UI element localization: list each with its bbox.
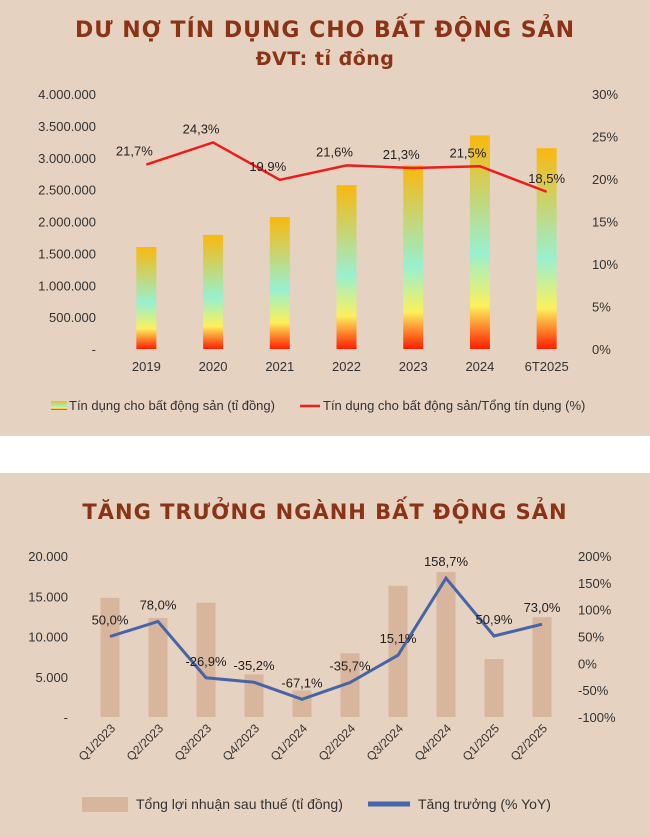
bar [292,690,312,717]
bar [203,234,224,349]
bar [100,597,120,717]
y2-tick-label: -100% [578,710,616,725]
legend-swatch-bar [82,797,128,812]
bar [336,185,357,349]
y-tick-label: 1.000.000 [38,278,96,293]
x-tick-label: 2020 [199,359,228,374]
y2-tick-label: 0% [592,342,611,357]
data-label: 21,7% [116,144,153,159]
x-tick-label: 2019 [132,359,161,374]
data-label: 158,7% [424,554,469,569]
legend-label: Tăng trưởng (% YoY) [418,796,551,812]
y-tick-label: 15.000 [28,589,68,604]
y-tick-label: 5.000 [35,670,68,685]
ratio-line [145,141,548,193]
y2-tick-label: 0% [578,656,597,671]
data-label: 78,0% [140,597,177,612]
y2-tick-label: 20% [592,172,618,187]
legend-label: Tổng lợi nhuận sau thuế (tỉ đồng) [136,796,343,812]
x-tick-label: Q3/2023 [172,721,215,764]
chart-1-title: DƯ NỢ TÍN DỤNG CHO BẤT ĐỘNG SẢN [74,18,576,43]
data-label: -26,9% [185,654,227,669]
data-label: -35,7% [329,658,371,673]
x-tick-label: Q2/2025 [508,721,551,764]
growth-chart-panel: TĂNG TRƯỞNG NGÀNH BẤT ĐỘNG SẢN 20.000 15.… [0,473,650,837]
y2-tick-label: 30% [592,87,618,102]
data-label: 21,5% [449,145,486,160]
data-label: 19,9% [249,159,286,174]
y-tick-label: 20.000 [28,549,68,564]
x-tick-label: 2022 [332,359,361,374]
y2-tick-label: 10% [592,257,618,272]
y2-tick-label: 150% [578,576,612,591]
y-tick-label: 500.000 [49,310,96,325]
x-tick-label: Q1/2023 [76,721,119,764]
x-tick-label: Q3/2024 [364,721,407,764]
y-tick-label: 10.000 [28,630,68,645]
y2-tick-label: -50% [578,683,609,698]
y-tick-label: 4.000.000 [38,87,96,102]
chart-1-subtitle: ĐVT: tỉ đồng [255,48,395,70]
data-label: -67,1% [281,675,323,690]
y-tick-label: 2.000.000 [38,215,96,230]
x-tick-label: Q4/2024 [412,721,455,764]
credit-chart-panel: DƯ NỢ TÍN DỤNG CHO BẤT ĐỘNG SẢN ĐVT: tỉ … [0,0,650,436]
y2-tick-label: 25% [592,130,618,145]
x-tick-label: Q2/2023 [124,721,167,764]
data-label: 50,0% [92,613,129,628]
bar [532,617,552,717]
growth-chart: 20.000 15.000 10.000 5.000 - 200% 150% 100% 50% 0… [28,549,616,812]
data-label: -35,2% [233,658,275,673]
y-tick-label: - [64,710,68,725]
data-label: 15,1% [380,631,417,646]
y-tick-label: - [92,342,96,357]
chart-2-title: TĂNG TRƯỞNG NGÀNH BẤT ĐỘNG SẢN [82,500,568,524]
data-label: 18,5% [528,171,565,186]
y2-tick-label: 100% [578,603,612,618]
bar [403,165,424,349]
bar [436,572,456,717]
legend-swatch-bar [51,401,67,410]
x-tick-label: Q1/2025 [460,721,503,764]
bar [388,585,408,717]
credit-chart: 4.000.000 3.500.000 3.000.000 2.500.000 2.00… [38,87,618,413]
y-tick-label: 3.500.000 [38,119,96,134]
x-tick-label: 6T2025 [525,359,569,374]
bar [136,247,157,349]
bar [196,602,216,717]
y2-tick-label: 200% [578,549,612,564]
x-tick-label: Q1/2024 [268,721,311,764]
y-tick-label: 3.000.000 [38,151,96,166]
data-label: 21,3% [383,147,420,162]
bar [484,659,504,717]
data-label: 50,9% [476,612,513,627]
y2-tick-label: 5% [592,300,611,315]
growth-line [109,575,543,701]
data-label: 21,6% [316,144,353,159]
x-tick-label: 2021 [265,359,294,374]
y2-tick-label: 15% [592,215,618,230]
data-label: 24,3% [183,121,220,136]
y-tick-label: 1.500.000 [38,246,96,261]
bar [269,217,290,349]
y-tick-label: 2.500.000 [38,183,96,198]
x-tick-label: Q2/2024 [316,721,359,764]
x-tick-label: Q4/2023 [220,721,263,764]
bar [148,617,168,717]
legend-label: Tín dụng cho bất động sản (tỉ đồng) [69,398,275,413]
bar [469,135,490,349]
bar [536,148,557,349]
x-tick-label: 2023 [399,359,428,374]
y2-tick-label: 50% [578,630,604,645]
data-label: 73,0% [524,600,561,615]
bar [340,653,360,717]
x-tick-label: 2024 [465,359,494,374]
legend-label: Tín dụng cho bất động sản/Tổng tín dụng … [323,398,585,413]
